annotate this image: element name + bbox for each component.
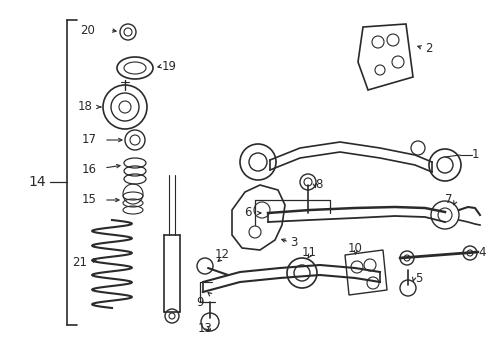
Text: 1: 1 [471, 148, 479, 162]
Text: 11: 11 [302, 246, 316, 258]
Text: 16: 16 [82, 163, 97, 176]
Text: 9: 9 [196, 296, 203, 309]
Text: 20: 20 [80, 23, 95, 36]
Text: 15: 15 [82, 193, 97, 207]
Text: 12: 12 [215, 248, 229, 261]
Text: 3: 3 [289, 235, 297, 248]
Text: 17: 17 [82, 134, 97, 147]
Text: 6: 6 [244, 207, 251, 220]
Text: 8: 8 [314, 179, 322, 192]
Text: 7: 7 [444, 193, 451, 207]
Text: 21: 21 [72, 256, 87, 269]
Text: 2: 2 [424, 41, 431, 54]
Text: 10: 10 [347, 242, 362, 255]
Text: 13: 13 [198, 321, 212, 334]
Text: 5: 5 [414, 271, 422, 284]
Text: 18: 18 [78, 100, 93, 113]
Text: 19: 19 [162, 59, 177, 72]
Text: 14: 14 [28, 175, 45, 189]
Text: 4: 4 [477, 246, 485, 258]
